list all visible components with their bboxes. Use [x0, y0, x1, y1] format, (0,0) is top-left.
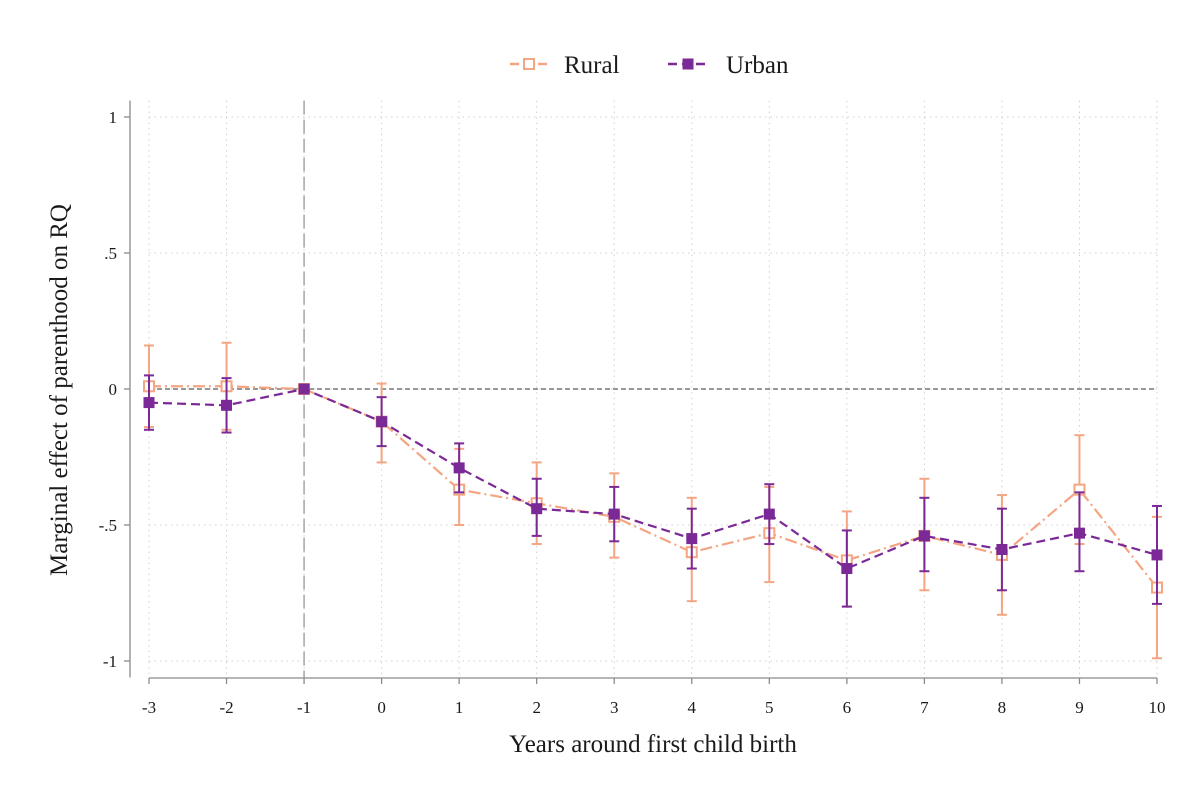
x-tick-label-9: 6 — [843, 698, 852, 717]
x-tick-label-11: 8 — [998, 698, 1007, 717]
x-tick-label-0: -3 — [142, 698, 156, 717]
series — [143, 341, 1163, 660]
y-tick-label-1: .5 — [104, 244, 117, 263]
x-tick-label-6: 3 — [610, 698, 619, 717]
urban-point-0 — [143, 397, 155, 409]
urban-point-6 — [608, 508, 620, 520]
y-tick-label-0: 1 — [109, 108, 118, 127]
x-tick-label-3: 0 — [377, 698, 386, 717]
urban-point-8 — [763, 508, 775, 520]
x-tick-label-8: 5 — [765, 698, 774, 717]
y-tick-label-4: -1 — [103, 652, 117, 671]
urban-point-5 — [531, 503, 543, 515]
urban-point-11 — [996, 543, 1008, 555]
urban-point-1 — [221, 399, 233, 411]
urban-point-9 — [841, 563, 853, 575]
x-tick-label-10: 7 — [920, 698, 929, 717]
x-tick-label-4: 1 — [455, 698, 464, 717]
legend-marker-rural — [523, 58, 535, 70]
urban-point-3 — [376, 416, 388, 428]
legend-label-urban: Urban — [726, 52, 789, 79]
legend-label-rural: Rural — [564, 52, 620, 79]
y-tick-label-2: 0 — [109, 380, 118, 399]
x-tick-label-12: 9 — [1075, 698, 1084, 717]
x-axis-title: Years around first child birth — [509, 731, 797, 758]
urban-point-13 — [1151, 549, 1163, 561]
x-tick-label-13: 10 — [1149, 698, 1166, 717]
urban-point-2 — [298, 383, 310, 395]
urban-point-10 — [918, 530, 930, 542]
legend-marker-urban — [682, 58, 694, 70]
urban-point-7 — [686, 533, 698, 545]
legend: Rural Urban — [510, 52, 789, 79]
legend-item-urban: Urban — [668, 52, 789, 79]
series-rural — [143, 341, 1163, 660]
urban-point-12 — [1073, 527, 1085, 539]
urban-line — [148, 387, 1158, 570]
y-tick-label-3: -.5 — [99, 516, 117, 535]
x-tick-label-7: 4 — [688, 698, 697, 717]
x-tick-label-2: -1 — [297, 698, 311, 717]
x-tick-label-5: 2 — [532, 698, 541, 717]
series-urban — [143, 374, 1163, 608]
urban-point-4 — [453, 462, 465, 474]
legend-item-rural: Rural — [510, 52, 620, 79]
x-tick-label-1: -2 — [219, 698, 233, 717]
axes: 1 .5 0 -.5 -1 -3 -2 -1 0 1 2 3 4 5 6 7 8 9 10 — [99, 100, 1166, 717]
y-axis-title: Marginal effect of parenthood on RQ — [46, 204, 73, 576]
